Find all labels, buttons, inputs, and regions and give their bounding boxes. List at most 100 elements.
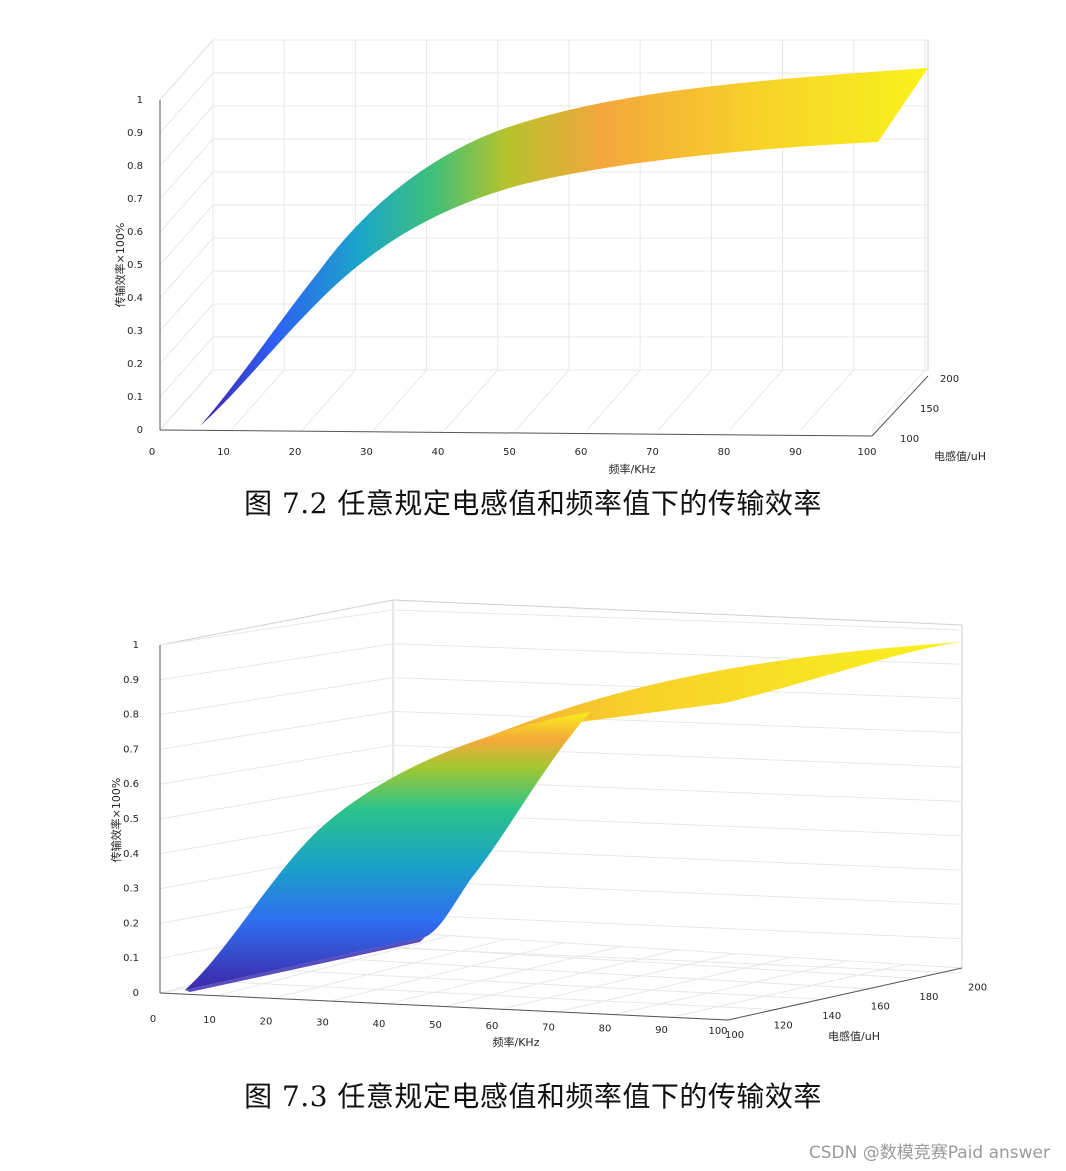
watermark: CSDN @数模竞赛Paid answer [808,1143,1050,1163]
grid-line [159,204,214,266]
y-tick-labels: 100 120 140 160 180 200 [725,983,987,1042]
z-tick-label: 0.3 [127,326,143,337]
grid-line [159,677,394,716]
y-tick-label: 180 [919,992,938,1003]
grid-line [159,237,214,299]
grid-line [392,913,963,940]
z-tick-label: 0.2 [123,918,139,929]
x-tick-label: 40 [432,447,445,458]
grid-line [159,778,394,820]
figure-7-3: 0 0.1 0.2 0.3 0.4 0.5 0.6 0.7 0.8 0.9 1 0 10 20 30 40 5… [0,580,1066,1113]
grid-line [557,956,792,1013]
x-tick-label: 30 [360,447,373,458]
z-tick-label: 0.9 [127,128,143,139]
grid-line [392,947,963,974]
z-tick-label: 0.1 [123,953,139,964]
x-tick-label: 10 [203,1015,216,1026]
grid-line [800,369,855,431]
x-tick-label: 60 [575,447,588,458]
z-tick-label: 0.8 [127,161,143,172]
grid-line [346,943,916,979]
x-axis-label: 频率/KHz [609,462,656,476]
z-tick-label: 0.1 [127,392,143,403]
z-axis-label: 传输效率×100% [109,778,123,863]
x-tick-label: 80 [718,447,731,458]
z-tick-label: 0.5 [127,260,143,271]
x-tick-label: 50 [429,1020,442,1031]
grid-line [658,369,712,431]
z-tick-labels: 0 0.1 0.2 0.3 0.4 0.5 0.6 0.7 0.8 0.9 1 [123,640,139,999]
x-tick-label: 60 [486,1021,499,1032]
x-tick-label: 20 [260,1016,273,1027]
grid-line [159,39,214,101]
z-tick-label: 0.8 [123,710,139,721]
grid-line [273,938,507,999]
grid-line [299,955,869,990]
surface-plot-2: 0 0.1 0.2 0.3 0.4 0.5 0.6 0.7 0.8 0.9 1 0 10 20 30 40 5… [109,599,987,1049]
grid-line [586,369,641,431]
z-tick-label: 0.7 [123,744,139,755]
z-axis-label: 传输效率×100% [113,223,127,308]
figure-caption: 图 7.2 任意规定电感值和频率值下的传输效率 [244,487,822,520]
y-tick-label: 150 [920,404,939,415]
grid-line [392,710,963,734]
x-tick-labels: 0 10 20 30 40 50 60 70 80 90 100 [149,447,877,458]
y-tick-label: 140 [822,1011,841,1022]
grid-line [159,105,214,167]
grid-line [500,953,735,1010]
grid-line [159,710,394,750]
grid-line [614,960,849,1016]
z-tick-label: 0.2 [127,359,143,370]
y-axis-label: 电感值/uH [828,1030,880,1043]
grid-line [515,369,570,431]
figure-7-2: 0 0.1 0.2 0.3 0.4 0.5 0.6 0.7 0.8 0.9 1 0 10 20 30 40 5… [0,0,1066,530]
grid-line [159,369,214,431]
surface-plot-1: 0 0.1 0.2 0.3 0.4 0.5 0.6 0.7 0.8 0.9 1 0 10 20 30 40 5… [113,39,986,476]
x-tick-label: 40 [373,1019,386,1030]
y-tick-label: 160 [871,1002,890,1013]
z-tick-label: 0.7 [127,194,143,205]
y-tick-label: 100 [900,434,919,445]
grid-line [159,72,214,134]
x-tick-label: 50 [503,447,516,458]
x-tick-label: 100 [708,1026,727,1037]
axis-lines [159,100,929,437]
z-tick-label: 0.3 [123,884,139,895]
grid-line [159,303,214,365]
efficiency-surface-back [480,642,962,740]
grid-line [444,369,499,431]
efficiency-surface [200,68,928,426]
x-tick-label: 90 [655,1025,668,1036]
grid-line [871,369,926,431]
x-tick-label: 70 [542,1022,555,1033]
x-tick-label: 0 [150,1014,156,1025]
grid-line [671,963,906,1018]
grid-line [330,942,564,1002]
y-tick-label: 200 [968,983,987,994]
y-tick-labels: 100 150 200 [900,374,959,445]
x-tick-labels: 0 10 20 30 40 50 60 70 80 90 100 [150,1014,728,1037]
grid-line [729,369,783,431]
grid-line [159,270,214,332]
x-axis-label: 频率/KHz [493,1035,540,1049]
z-tick-label: 1 [133,640,139,651]
x-tick-label: 0 [149,447,155,458]
efficiency-surface [185,712,590,990]
x-tick-label: 100 [857,447,876,458]
z-tick-label: 0 [137,425,143,436]
x-tick-label: 70 [646,447,659,458]
grid-line [230,369,285,431]
grid-line [392,931,963,969]
grid-line [392,609,963,631]
z-tick-label: 0.4 [123,849,139,860]
z-tick-label: 0 [133,988,139,999]
y-tick-label: 100 [725,1030,744,1041]
x-tick-label: 20 [289,447,302,458]
grid-line [206,980,775,1011]
z-tick-label: 0.6 [123,779,139,790]
x-tick-label: 90 [789,447,802,458]
y-tick-label: 120 [774,1021,793,1032]
figure-caption: 图 7.3 任意规定电感值和频率值下的传输效率 [244,1080,822,1113]
x-tick-label: 10 [217,447,230,458]
grid-line [443,949,678,1007]
